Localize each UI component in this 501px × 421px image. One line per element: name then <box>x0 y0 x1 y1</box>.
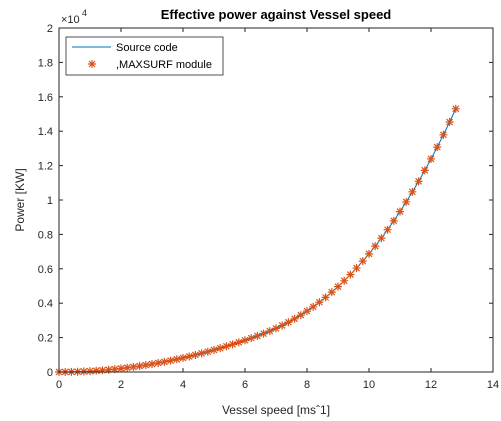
data-point-maxsurf <box>234 338 243 347</box>
data-point-maxsurf <box>110 365 119 374</box>
x-tick-label: 2 <box>118 379 124 391</box>
plot-area <box>59 28 493 372</box>
data-point-maxsurf <box>433 143 442 152</box>
y-tick-label: 1.6 <box>38 92 53 104</box>
data-point-maxsurf <box>228 340 237 349</box>
data-point-maxsurf <box>383 225 392 234</box>
axes-box <box>58 27 494 373</box>
data-point-maxsurf <box>86 367 94 376</box>
x-tick-label: 12 <box>425 379 437 391</box>
y-tick-label: 0.4 <box>38 298 53 310</box>
data-point-maxsurf <box>439 130 448 139</box>
y-tick-label: 0 <box>47 367 53 379</box>
data-point-maxsurf <box>172 355 181 364</box>
data-point-maxsurf <box>358 257 367 266</box>
data-point-maxsurf <box>365 249 373 258</box>
data-point-maxsurf <box>123 363 132 372</box>
data-point-maxsurf <box>309 302 318 311</box>
data-point-maxsurf <box>222 342 231 351</box>
data-point-maxsurf <box>346 270 355 279</box>
x-tick-label: 8 <box>304 379 310 391</box>
x-tick-label: 6 <box>242 379 248 391</box>
y-tick-label: 1 <box>47 195 53 207</box>
data-point-maxsurf <box>296 311 305 320</box>
data-point-maxsurf <box>141 361 150 370</box>
x-tick-label: 14 <box>487 379 499 391</box>
data-point-maxsurf <box>278 321 287 330</box>
y-exponent-base: ×10 <box>61 14 80 26</box>
y-tick-label: 1.8 <box>38 57 53 69</box>
y-tick-label: 2 <box>47 23 53 35</box>
data-point-maxsurf <box>389 216 398 225</box>
x-axis-label: Vessel speed [msˆ1] <box>222 403 330 417</box>
data-point-maxsurf <box>160 357 169 366</box>
data-point-maxsurf <box>191 350 200 359</box>
data-point-maxsurf <box>197 349 206 358</box>
data-point-maxsurf <box>284 318 293 327</box>
data-point-maxsurf <box>445 118 454 127</box>
data-point-maxsurf <box>315 298 324 307</box>
data-point-maxsurf <box>135 362 144 371</box>
data-point-maxsurf <box>402 197 411 206</box>
data-point-maxsurf <box>396 207 404 216</box>
x-tick-label: 0 <box>56 379 62 391</box>
data-point-maxsurf <box>179 353 187 362</box>
y-tick-label: 1.2 <box>38 161 53 173</box>
data-point-maxsurf <box>352 264 361 273</box>
y-tick-label: 0.8 <box>38 229 53 241</box>
legend-label-maxsurf: ,MAXSURF module <box>116 59 212 71</box>
data-point-maxsurf <box>241 336 249 345</box>
x-tick-label: 10 <box>363 379 375 391</box>
data-point-maxsurf <box>334 282 342 291</box>
data-point-maxsurf <box>377 234 386 243</box>
legend-label-source-code: Source code <box>116 42 178 54</box>
data-point-maxsurf <box>166 356 175 365</box>
data-point-maxsurf <box>408 187 417 196</box>
chart-title: Effective power against Vessel speed <box>161 7 392 22</box>
series-layer <box>55 104 460 376</box>
data-point-maxsurf <box>327 288 336 297</box>
data-point-maxsurf <box>98 366 107 375</box>
data-point-maxsurf <box>247 334 256 343</box>
y-tick-label: 0.2 <box>38 333 53 345</box>
legend: Source code ,MAXSURF module <box>65 36 224 76</box>
data-point-maxsurf <box>117 364 125 373</box>
data-point-maxsurf <box>371 242 380 251</box>
data-point-maxsurf <box>154 358 163 367</box>
x-tick-label: 4 <box>180 379 186 391</box>
legend-marker-sample <box>88 60 96 68</box>
legend-box <box>65 36 224 76</box>
data-point-maxsurf <box>420 166 429 175</box>
data-point-maxsurf <box>259 329 268 338</box>
data-point-maxsurf <box>451 104 460 113</box>
data-point-maxsurf <box>129 362 138 371</box>
data-point-maxsurf <box>340 276 349 285</box>
data-point-maxsurf <box>203 347 212 356</box>
data-point-maxsurf <box>265 327 274 336</box>
y-tick-label: 0.6 <box>38 264 53 276</box>
data-point-maxsurf <box>148 360 156 369</box>
data-point-maxsurf <box>216 344 225 353</box>
y-axis-label: Power [KW] <box>13 168 27 231</box>
data-point-maxsurf <box>210 345 218 354</box>
data-point-maxsurf <box>321 293 330 302</box>
data-point-maxsurf <box>303 307 311 316</box>
data-point-maxsurf <box>272 324 280 333</box>
data-point-maxsurf <box>92 366 101 375</box>
data-point-maxsurf <box>104 365 113 374</box>
y-exponent-power: 4 <box>82 8 87 18</box>
data-point-maxsurf <box>427 154 435 163</box>
data-point-maxsurf <box>79 367 88 376</box>
data-point-maxsurf <box>290 314 299 323</box>
data-point-maxsurf <box>414 177 423 186</box>
data-point-maxsurf <box>185 352 194 361</box>
y-tick-label: 1.4 <box>38 126 53 138</box>
data-point-maxsurf <box>253 331 262 340</box>
